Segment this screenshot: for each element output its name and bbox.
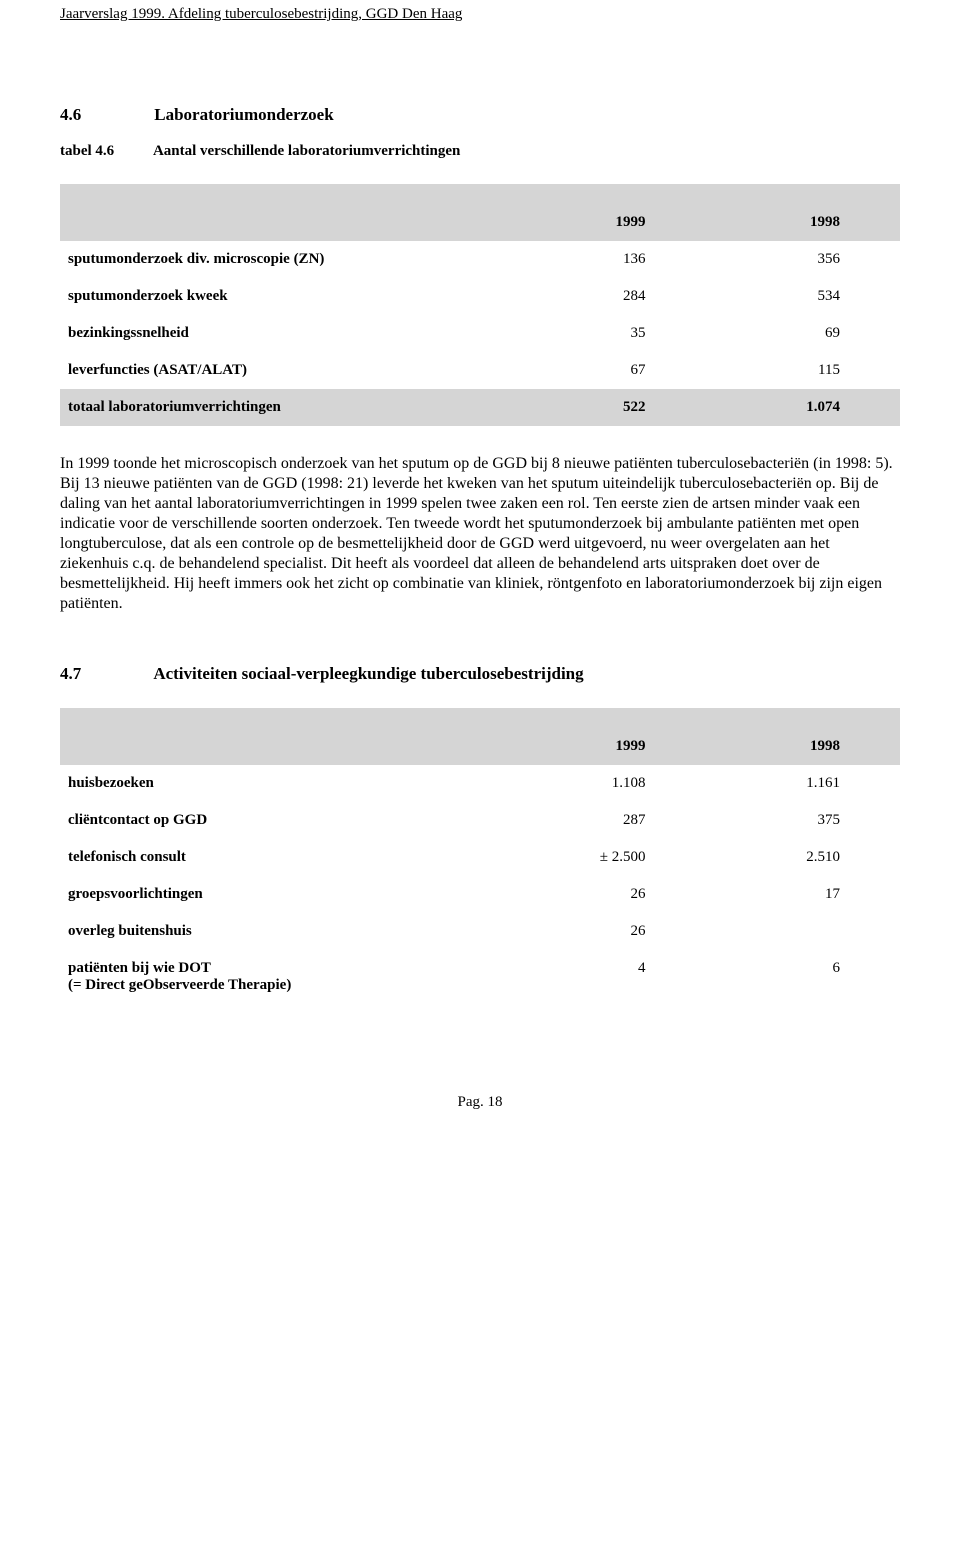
table-4-6: 1999 1998 sputumonderzoek div. microscop… <box>60 184 900 426</box>
table-row: overleg buitenshuis26 <box>60 913 900 950</box>
page-container: Jaarverslag 1999. Afdeling tuberculosebe… <box>0 0 960 1111</box>
row-label: leverfuncties (ASAT/ALAT) <box>60 352 511 389</box>
table-row: totaal laboratoriumverrichtingen5221.074 <box>60 389 900 426</box>
table-4-7: 1999 1998 huisbezoeken1.1081.161cliëntco… <box>60 708 900 1004</box>
table-row: patiënten bij wie DOT (= Direct geObserv… <box>60 950 900 1004</box>
table-number: tabel 4.6 <box>60 143 150 160</box>
table-row: huisbezoeken1.1081.161 <box>60 765 900 802</box>
table-row: telefonisch consult± 2.5002.510 <box>60 839 900 876</box>
row-value-1999: 284 <box>511 278 705 315</box>
section-title: Activiteiten sociaal-verpleegkundige tub… <box>153 664 583 683</box>
table-header-row: 1999 1998 <box>60 204 900 241</box>
row-value-1998: 375 <box>706 802 901 839</box>
row-label: huisbezoeken <box>60 765 511 802</box>
body-paragraph: In 1999 toonde het microscopisch onderzo… <box>60 454 900 614</box>
page-footer: Pag. 18 <box>60 1094 900 1111</box>
table-header-1998: 1998 <box>706 204 901 241</box>
page-header: Jaarverslag 1999. Afdeling tuberculosebe… <box>60 0 900 25</box>
row-value-1998: 2.510 <box>706 839 901 876</box>
row-value-1998: 17 <box>706 876 901 913</box>
row-value-1998: 6 <box>706 950 901 1004</box>
row-value-1999: 522 <box>511 389 705 426</box>
row-value-1999: 26 <box>511 913 705 950</box>
row-label: sputumonderzoek kweek <box>60 278 511 315</box>
row-value-1999: 136 <box>511 241 705 278</box>
table-spacer-row <box>60 708 900 728</box>
row-value-1998 <box>706 913 901 950</box>
row-label: telefonisch consult <box>60 839 511 876</box>
row-value-1998: 534 <box>706 278 901 315</box>
row-label: groepsvoorlichtingen <box>60 876 511 913</box>
row-value-1998: 115 <box>706 352 901 389</box>
row-value-1999: 67 <box>511 352 705 389</box>
row-value-1999: ± 2.500 <box>511 839 705 876</box>
table-header-1999: 1999 <box>511 204 705 241</box>
row-value-1998: 69 <box>706 315 901 352</box>
section-number: 4.6 <box>60 105 150 125</box>
section-4-7-heading: 4.7 Activiteiten sociaal-verpleegkundige… <box>60 664 900 684</box>
row-value-1999: 287 <box>511 802 705 839</box>
row-value-1998: 1.161 <box>706 765 901 802</box>
row-label: totaal laboratoriumverrichtingen <box>60 389 511 426</box>
section-title: Laboratoriumonderzoek <box>154 105 333 124</box>
table-row: cliëntcontact op GGD287375 <box>60 802 900 839</box>
table-row: groepsvoorlichtingen2617 <box>60 876 900 913</box>
row-value-1999: 26 <box>511 876 705 913</box>
row-value-1998: 1.074 <box>706 389 901 426</box>
table-spacer-row <box>60 184 900 204</box>
row-value-1999: 4 <box>511 950 705 1004</box>
table-row: bezinkingssnelheid3569 <box>60 315 900 352</box>
table-header-1998: 1998 <box>706 728 901 765</box>
row-label: cliëntcontact op GGD <box>60 802 511 839</box>
row-label: sputumonderzoek div. microscopie (ZN) <box>60 241 511 278</box>
section-number: 4.7 <box>60 664 150 684</box>
table-caption-text: Aantal verschillende laboratoriumverrich… <box>153 143 460 159</box>
table-header-empty <box>60 204 511 241</box>
row-label: bezinkingssnelheid <box>60 315 511 352</box>
section-4-6-heading: 4.6 Laboratoriumonderzoek <box>60 105 900 125</box>
table-row: sputumonderzoek div. microscopie (ZN)136… <box>60 241 900 278</box>
row-value-1999: 1.108 <box>511 765 705 802</box>
table-4-6-caption: tabel 4.6 Aantal verschillende laborator… <box>60 143 900 160</box>
row-label: overleg buitenshuis <box>60 913 511 950</box>
table-row: sputumonderzoek kweek284534 <box>60 278 900 315</box>
table-header-row: 1999 1998 <box>60 728 900 765</box>
row-value-1998: 356 <box>706 241 901 278</box>
row-value-1999: 35 <box>511 315 705 352</box>
table-row: leverfuncties (ASAT/ALAT)67115 <box>60 352 900 389</box>
table-header-1999: 1999 <box>511 728 705 765</box>
row-label: patiënten bij wie DOT (= Direct geObserv… <box>60 950 511 1004</box>
table-header-empty <box>60 728 511 765</box>
